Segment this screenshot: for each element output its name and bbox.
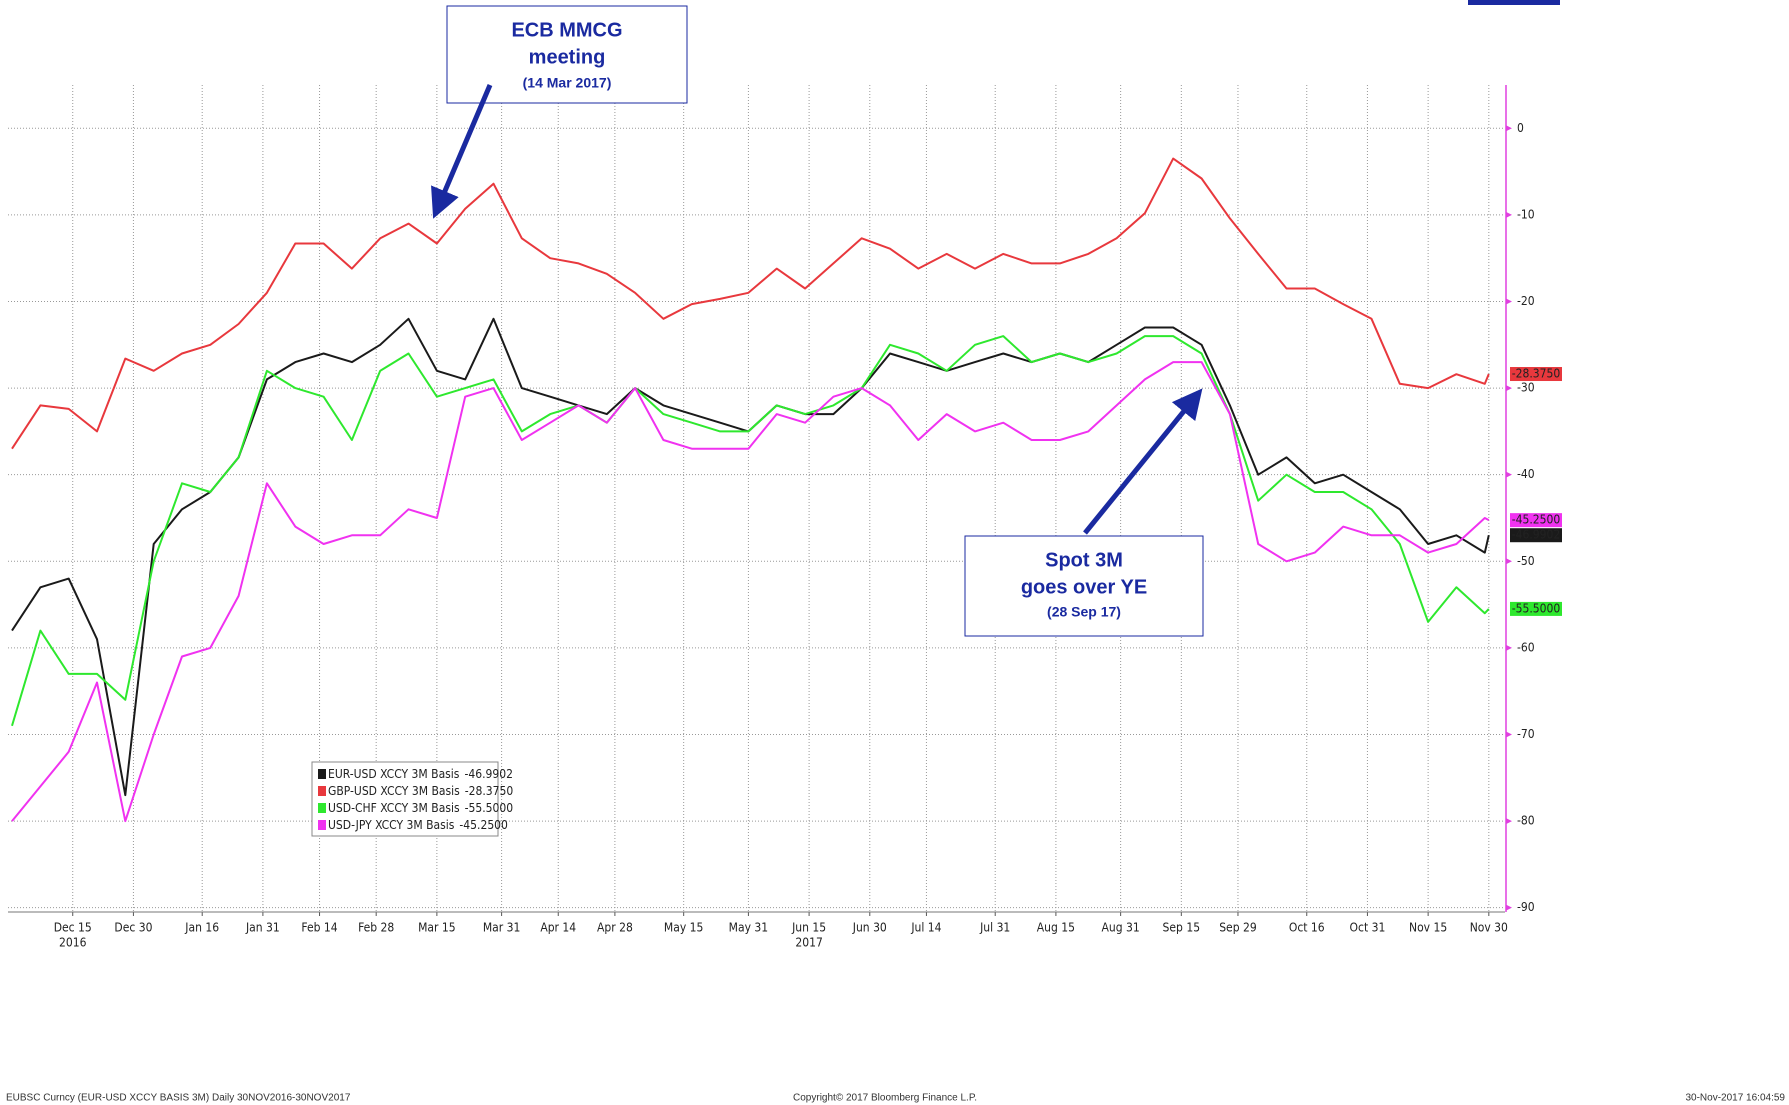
legend-label: GBP-USD XCCY 3M Basis -28.3750 bbox=[328, 784, 513, 798]
x-tick-label: Feb 14 bbox=[301, 921, 337, 935]
y-tick-label: -40 bbox=[1517, 467, 1535, 481]
x-tick-label: Oct 31 bbox=[1350, 921, 1386, 935]
x-tick-label: Aug 31 bbox=[1102, 921, 1140, 935]
x-year-label: 2017 bbox=[795, 936, 822, 950]
grid bbox=[8, 85, 1505, 912]
series-line bbox=[11, 335, 1490, 727]
x-tick-label: Apr 28 bbox=[597, 921, 633, 935]
annotation-text: ECB MMCG bbox=[511, 19, 622, 41]
x-tick-label: Sep 29 bbox=[1219, 921, 1257, 935]
x-tick-label: May 15 bbox=[664, 921, 703, 935]
annotation-box bbox=[964, 535, 1204, 637]
y-tick bbox=[1506, 125, 1512, 132]
x-tick-label: Mar 15 bbox=[418, 921, 456, 935]
x-tick-label: Jun 30 bbox=[852, 921, 887, 935]
y-tick bbox=[1506, 298, 1512, 305]
x-tick-label: Jun 15 bbox=[791, 921, 826, 935]
x-tick-label: Nov 30 bbox=[1470, 921, 1508, 935]
logo-bar bbox=[1468, 0, 1560, 5]
x-tick-label: Sep 15 bbox=[1163, 921, 1201, 935]
legend-swatch bbox=[318, 820, 326, 830]
legend-name: USD-JPY XCCY 3M Basis bbox=[328, 818, 455, 832]
legend-swatch bbox=[318, 769, 326, 779]
annotation-arrow bbox=[431, 84, 493, 219]
last-value-tag bbox=[1510, 601, 1562, 616]
last-value-label: -28.3750 bbox=[1512, 367, 1561, 381]
legend-swatch bbox=[318, 786, 326, 796]
annotation-text: Spot 3M bbox=[1045, 549, 1123, 571]
footer-left: EUBSC Curncy (EUR-USD XCCY BASIS 3M) Dai… bbox=[6, 1093, 351, 1104]
x-tick-label: Apr 14 bbox=[540, 921, 576, 935]
x-tick-label: Dec 30 bbox=[114, 921, 152, 935]
legend-value: -28.3750 bbox=[465, 784, 514, 798]
series-line bbox=[11, 361, 1490, 823]
y-tick-label: -70 bbox=[1517, 727, 1535, 741]
lines bbox=[11, 157, 1490, 823]
annotation-note: (14 Mar 2017) bbox=[523, 75, 612, 91]
last-value-label: -45.2500 bbox=[1512, 513, 1561, 527]
annotation-text: meeting bbox=[529, 46, 606, 68]
y-tick-label: -60 bbox=[1517, 640, 1535, 654]
legend-value: -46.9902 bbox=[464, 767, 513, 781]
legend-swatch bbox=[318, 803, 326, 813]
y-tick bbox=[1506, 558, 1512, 565]
y-tick-label: 0 bbox=[1517, 121, 1524, 135]
y-tick-label: -20 bbox=[1517, 294, 1535, 308]
y-tick-label: -10 bbox=[1517, 207, 1535, 221]
x-tick-label: Jan 16 bbox=[184, 921, 219, 935]
y-tick bbox=[1506, 904, 1512, 911]
x-tick-label: Aug 15 bbox=[1037, 921, 1075, 935]
y-tick-label: -30 bbox=[1517, 381, 1535, 395]
legend-name: GBP-USD XCCY 3M Basis bbox=[328, 784, 460, 798]
legend-value: -45.2500 bbox=[459, 818, 508, 832]
x-tick-label: Mar 31 bbox=[483, 921, 521, 935]
footer-center: Copyright© 2017 Bloomberg Finance L.P. bbox=[793, 1093, 977, 1104]
x-tick-label: Jul 31 bbox=[979, 921, 1010, 935]
x-tick-label: Jan 31 bbox=[245, 921, 280, 935]
y-tick bbox=[1506, 818, 1512, 825]
y-tick-label: -80 bbox=[1517, 814, 1535, 828]
axes: Dec 15 Dec 30 Jan 16 Jan 31 Feb 14 Feb 28 Mar … bbox=[8, 85, 1562, 950]
legend-name: USD-CHF XCCY 3M Basis bbox=[328, 801, 460, 815]
legend-label: EUR-USD XCCY 3M Basis -46.9902 bbox=[328, 767, 513, 781]
x-tick-label: Jul 14 bbox=[910, 921, 941, 935]
x-tick-label: Oct 16 bbox=[1289, 921, 1325, 935]
y-tick-label: -90 bbox=[1517, 900, 1535, 914]
legend-value: -55.5000 bbox=[465, 801, 514, 815]
y-tick bbox=[1506, 731, 1512, 738]
annotations: ECB MMCG meeting (14 Mar 2017) Spot 3M g… bbox=[431, 5, 1204, 637]
series-line bbox=[11, 157, 1490, 450]
legend: EUR-USD XCCY 3M Basis -46.9902 GBP-USD XCC… bbox=[311, 761, 513, 837]
y-tick bbox=[1506, 211, 1512, 218]
series-line bbox=[11, 317, 1490, 797]
last-value-label: -46.9902 bbox=[1512, 528, 1561, 542]
y-tick bbox=[1506, 385, 1512, 392]
annotation-arrow bbox=[1083, 388, 1203, 535]
legend-label: USD-JPY XCCY 3M Basis -45.2500 bbox=[328, 818, 508, 832]
last-value-tag bbox=[1510, 528, 1562, 543]
legend-box bbox=[311, 761, 499, 837]
last-value-tag bbox=[1510, 513, 1562, 528]
annotation-text: goes over YE bbox=[1021, 576, 1147, 598]
x-tick-label: Dec 15 bbox=[54, 921, 92, 935]
annotation-note: (28 Sep 17) bbox=[1047, 604, 1121, 620]
x-tick-label: Nov 15 bbox=[1409, 921, 1447, 935]
x-year-label: 2016 bbox=[59, 936, 87, 950]
last-value-tag bbox=[1510, 367, 1562, 382]
y-tick bbox=[1506, 471, 1512, 478]
last-value-label: -55.5000 bbox=[1512, 601, 1561, 615]
x-tick-label: Feb 28 bbox=[358, 921, 394, 935]
y-tick bbox=[1506, 644, 1512, 651]
y-tick-label: -50 bbox=[1517, 554, 1535, 568]
footer-right: 30-Nov-2017 16:04:59 bbox=[1685, 1093, 1785, 1104]
legend-name: EUR-USD XCCY 3M Basis bbox=[328, 767, 460, 781]
legend-label: USD-CHF XCCY 3M Basis -55.5000 bbox=[328, 801, 513, 815]
x-tick-label: May 31 bbox=[729, 921, 768, 935]
